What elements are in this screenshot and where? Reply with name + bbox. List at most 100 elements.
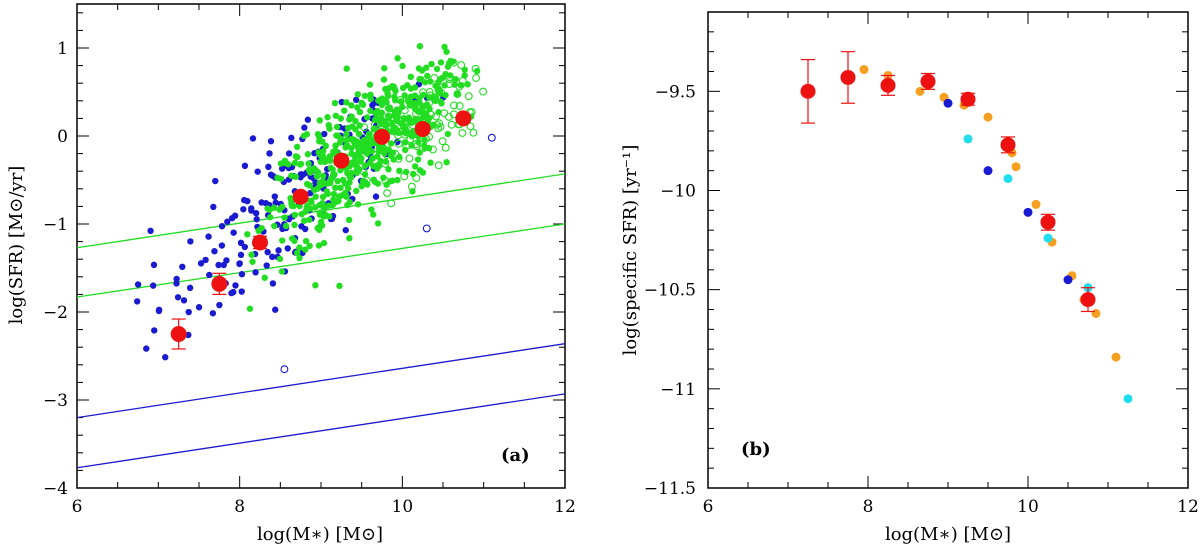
panel-b-x-tick-label: 6 xyxy=(703,497,714,517)
limit-line xyxy=(77,393,565,469)
scatter-point xyxy=(338,98,345,106)
scatter-point xyxy=(455,82,464,91)
ssfr-point xyxy=(1003,174,1013,184)
scatter-point xyxy=(321,130,328,138)
panel-b-red-binned xyxy=(800,51,1096,313)
scatter-point xyxy=(346,179,353,186)
ssfr-point xyxy=(915,86,925,96)
blue-open-point xyxy=(280,365,289,374)
scatter-point xyxy=(343,99,350,106)
scatter-point xyxy=(339,176,347,184)
scatter-point xyxy=(291,237,298,245)
scatter-point xyxy=(399,62,406,70)
scatter-point xyxy=(371,120,379,129)
scatter-point xyxy=(264,205,271,212)
scatter-point xyxy=(265,163,272,171)
scatter-point xyxy=(427,110,435,119)
scatter-point xyxy=(374,153,381,160)
red-binned-point xyxy=(880,77,896,93)
scatter-point xyxy=(437,75,444,83)
scatter-point xyxy=(237,251,245,259)
scatter-point xyxy=(374,220,382,227)
scatter-point xyxy=(248,207,255,214)
scatter-point xyxy=(307,169,314,176)
scatter-point xyxy=(385,85,393,92)
scatter-point xyxy=(378,109,386,116)
binned-mean-point xyxy=(414,120,431,137)
scatter-point xyxy=(344,169,351,177)
scatter-point xyxy=(311,204,319,211)
scatter-point xyxy=(385,166,392,173)
scatter-point xyxy=(394,131,403,140)
scatter-point xyxy=(269,280,277,287)
scatter-point xyxy=(441,43,448,51)
scatter-point xyxy=(389,119,396,127)
scatter-point xyxy=(278,268,286,275)
binned-mean-point xyxy=(455,110,472,127)
scatter-point xyxy=(360,136,367,144)
ssfr-point xyxy=(963,134,973,144)
panel-b-x-tick-label: 8 xyxy=(863,497,874,517)
scatter-point xyxy=(441,82,448,89)
scatter-point xyxy=(367,95,374,103)
scatter-point xyxy=(453,90,461,97)
scatter-point xyxy=(411,163,419,170)
scatter-point xyxy=(425,99,434,107)
scatter-point xyxy=(449,58,458,67)
red-binned-point xyxy=(1040,214,1056,230)
scatter-point xyxy=(435,108,442,116)
ssfr-point xyxy=(1011,162,1021,172)
scatter-point xyxy=(322,212,329,219)
scatter-point xyxy=(304,202,311,210)
panel-b-x-axis-label: log(M∗) [M⊙] xyxy=(885,524,1011,545)
ssfr-point xyxy=(1063,275,1073,285)
panel-a-label: (a) xyxy=(501,445,530,466)
scatter-point xyxy=(246,305,254,312)
red-binned-point xyxy=(920,73,936,89)
scatter-point xyxy=(288,172,295,179)
panel-b-y-tick-label: −10 xyxy=(660,182,696,202)
scatter-point xyxy=(316,226,323,234)
panel-b-points xyxy=(859,65,1133,404)
scatter-point xyxy=(266,214,274,221)
scatter-point xyxy=(343,65,350,72)
scatter-point xyxy=(466,122,475,131)
scatter-point xyxy=(267,171,275,178)
scatter-point xyxy=(438,137,447,146)
panel-b-y-tick-label: −11.5 xyxy=(644,479,696,499)
scatter-point xyxy=(458,129,467,137)
panel-a-y-tick-label: 1 xyxy=(57,39,68,59)
scatter-point xyxy=(402,142,411,151)
scatter-point xyxy=(185,308,192,316)
scatter-point xyxy=(434,124,443,133)
scatter-point xyxy=(354,91,362,98)
scatter-point xyxy=(343,130,350,138)
scatter-point xyxy=(336,282,343,290)
scatter-point xyxy=(319,200,326,207)
scatter-point xyxy=(337,184,344,191)
scatter-point xyxy=(320,206,328,213)
panel-b: 6 8 10 12 −11.5 −11 −10.5 −10 −9.5 (b) log(M∗) [… xyxy=(620,11,1199,545)
scatter-point xyxy=(406,97,413,104)
scatter-point xyxy=(423,64,430,71)
scatter-point xyxy=(378,95,386,102)
scatter-point xyxy=(324,190,331,198)
scatter-point xyxy=(277,175,285,182)
scatter-point xyxy=(254,168,261,175)
scatter-point xyxy=(150,261,158,269)
scatter-point xyxy=(341,107,348,114)
scatter-point xyxy=(370,211,377,218)
panel-b-y-tick-label: −9.5 xyxy=(655,82,696,102)
scatter-point xyxy=(296,244,303,251)
scatter-point xyxy=(303,180,311,188)
panel-a-binned-means xyxy=(170,110,472,350)
scatter-point xyxy=(335,193,343,200)
scatter-point xyxy=(399,103,406,111)
scatter-point xyxy=(366,81,374,88)
scatter-point xyxy=(316,133,323,141)
scatter-point xyxy=(461,66,468,73)
red-binned-point xyxy=(840,69,856,85)
scatter-point xyxy=(174,294,182,301)
scatter-point xyxy=(452,76,460,83)
scatter-point xyxy=(301,124,308,131)
